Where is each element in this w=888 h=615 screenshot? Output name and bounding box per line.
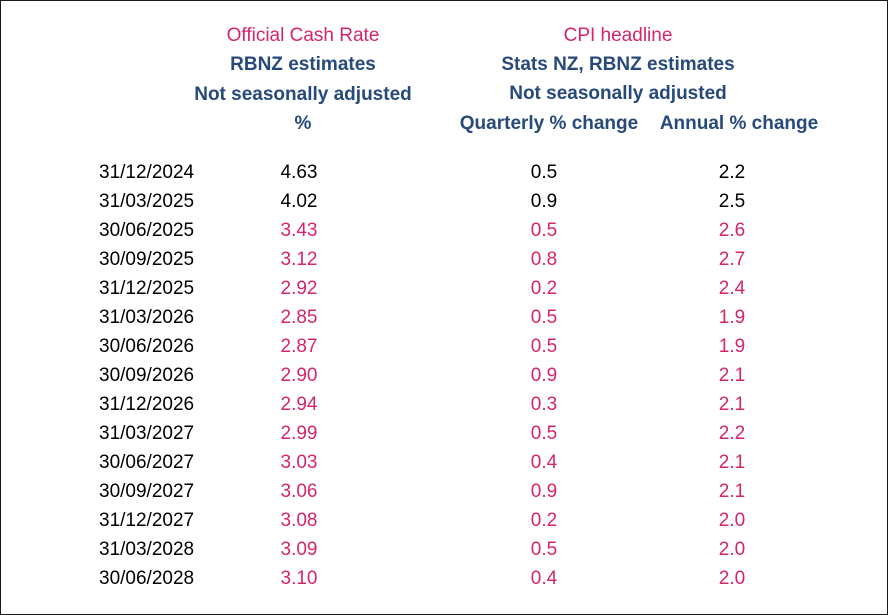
ocr-value-cell: 3.43: [280, 220, 318, 241]
table-row: 30/06/2027 3.03 0.4 2.1: [1, 451, 887, 475]
date-cell: 31/12/2027: [99, 510, 195, 531]
cpi-annual-cell: 2.1: [718, 394, 746, 415]
table-row: 31/12/2024 4.63 0.5 2.2: [1, 161, 887, 185]
date-cell: 31/12/2025: [99, 278, 195, 299]
cpi-quarterly-cell: 0.5: [530, 220, 558, 241]
ocr-adjustment: Not seasonally adjusted: [194, 84, 412, 105]
ocr-value-cell: 3.10: [280, 568, 318, 589]
ocr-value-cell: 3.06: [280, 481, 318, 502]
cpi-quarterly-cell: 0.4: [530, 568, 558, 589]
ocr-value-cell: 2.94: [280, 394, 318, 415]
cpi-quarterly-cell: 0.9: [530, 481, 558, 502]
table-row: 30/06/2025 3.43 0.5 2.6: [1, 219, 887, 243]
table-row: 30/09/2027 3.06 0.9 2.1: [1, 480, 887, 504]
cpi-annual-cell: 1.9: [718, 307, 746, 328]
date-cell: 31/03/2028: [99, 539, 195, 560]
date-cell: 30/09/2027: [99, 481, 195, 502]
date-cell: 31/03/2025: [99, 191, 195, 212]
date-cell: 30/06/2028: [99, 568, 195, 589]
date-cell: 30/09/2025: [99, 249, 195, 270]
cpi-quarterly-cell: 0.5: [530, 307, 558, 328]
ocr-value-cell: 2.92: [280, 278, 318, 299]
table-row: 30/06/2026 2.87 0.5 1.9: [1, 335, 887, 359]
cpi-annual-cell: 2.5: [718, 191, 746, 212]
cpi-quarterly-cell: 0.2: [530, 278, 558, 299]
date-cell: 31/03/2026: [99, 307, 195, 328]
ocr-value-cell: 3.03: [280, 452, 318, 473]
cpi-quarterly-label: Quarterly % change: [459, 113, 639, 134]
table-row: 31/03/2028 3.09 0.5 2.0: [1, 538, 887, 562]
date-cell: 31/03/2027: [99, 423, 195, 444]
ocr-source: RBNZ estimates: [230, 54, 376, 75]
cpi-title: CPI headline: [563, 25, 673, 46]
date-cell: 30/06/2025: [99, 220, 195, 241]
cpi-quarterly-cell: 0.4: [530, 452, 558, 473]
cpi-annual-cell: 2.1: [718, 365, 746, 386]
date-cell: 31/12/2024: [99, 162, 195, 183]
cpi-annual-cell: 2.0: [718, 510, 746, 531]
table-row: 31/03/2025 4.02 0.9 2.5: [1, 190, 887, 214]
table-row: 31/03/2026 2.85 0.5 1.9: [1, 306, 887, 330]
cpi-quarterly-cell: 0.5: [530, 423, 558, 444]
table-row: 31/03/2027 2.99 0.5 2.2: [1, 422, 887, 446]
table-row: 31/12/2026 2.94 0.3 2.1: [1, 393, 887, 417]
cpi-annual-cell: 2.2: [718, 162, 746, 183]
cpi-annual-cell: 1.9: [718, 336, 746, 357]
cpi-annual-cell: 2.4: [718, 278, 746, 299]
ocr-value-cell: 3.09: [280, 539, 318, 560]
cpi-quarterly-cell: 0.5: [530, 162, 558, 183]
table-row: 31/12/2027 3.08 0.2 2.0: [1, 509, 887, 533]
cpi-quarterly-cell: 0.3: [530, 394, 558, 415]
table-row: 30/06/2028 3.10 0.4 2.0: [1, 567, 887, 591]
date-cell: 31/12/2026: [99, 394, 195, 415]
ocr-value-cell: 2.85: [280, 307, 318, 328]
cpi-annual-cell: 2.0: [718, 539, 746, 560]
cpi-annual-cell: 2.1: [718, 481, 746, 502]
cpi-quarterly-cell: 0.2: [530, 510, 558, 531]
ocr-value-cell: 4.02: [280, 191, 318, 212]
date-cell: 30/06/2026: [99, 336, 195, 357]
date-cell: 30/09/2026: [99, 365, 195, 386]
ocr-value-cell: 3.12: [280, 249, 318, 270]
cpi-annual-cell: 2.2: [718, 423, 746, 444]
ocr-value-cell: 3.08: [280, 510, 318, 531]
cpi-quarterly-cell: 0.9: [530, 191, 558, 212]
ocr-value-cell: 2.90: [280, 365, 318, 386]
ocr-value-cell: 2.99: [280, 423, 318, 444]
cpi-annual-cell: 2.6: [718, 220, 746, 241]
cpi-annual-cell: 2.0: [718, 568, 746, 589]
ocr-unit: %: [294, 113, 312, 134]
cpi-annual-cell: 2.1: [718, 452, 746, 473]
cpi-quarterly-cell: 0.5: [530, 539, 558, 560]
cpi-adjustment: Not seasonally adjusted: [509, 83, 727, 104]
ocr-value-cell: 2.87: [280, 336, 318, 357]
cpi-source: Stats NZ, RBNZ estimates: [501, 54, 735, 75]
table-row: 30/09/2025 3.12 0.8 2.7: [1, 248, 887, 272]
ocr-value-cell: 4.63: [280, 162, 318, 183]
cpi-quarterly-cell: 0.9: [530, 365, 558, 386]
cpi-quarterly-cell: 0.8: [530, 249, 558, 270]
table-row: 30/09/2026 2.90 0.9 2.1: [1, 364, 887, 388]
table-row: 31/12/2025 2.92 0.2 2.4: [1, 277, 887, 301]
cpi-annual-cell: 2.7: [718, 249, 746, 270]
cpi-quarterly-cell: 0.5: [530, 336, 558, 357]
date-cell: 30/06/2027: [99, 452, 195, 473]
ocr-title: Official Cash Rate: [226, 25, 380, 46]
cpi-annual-label: Annual % change: [659, 113, 819, 134]
